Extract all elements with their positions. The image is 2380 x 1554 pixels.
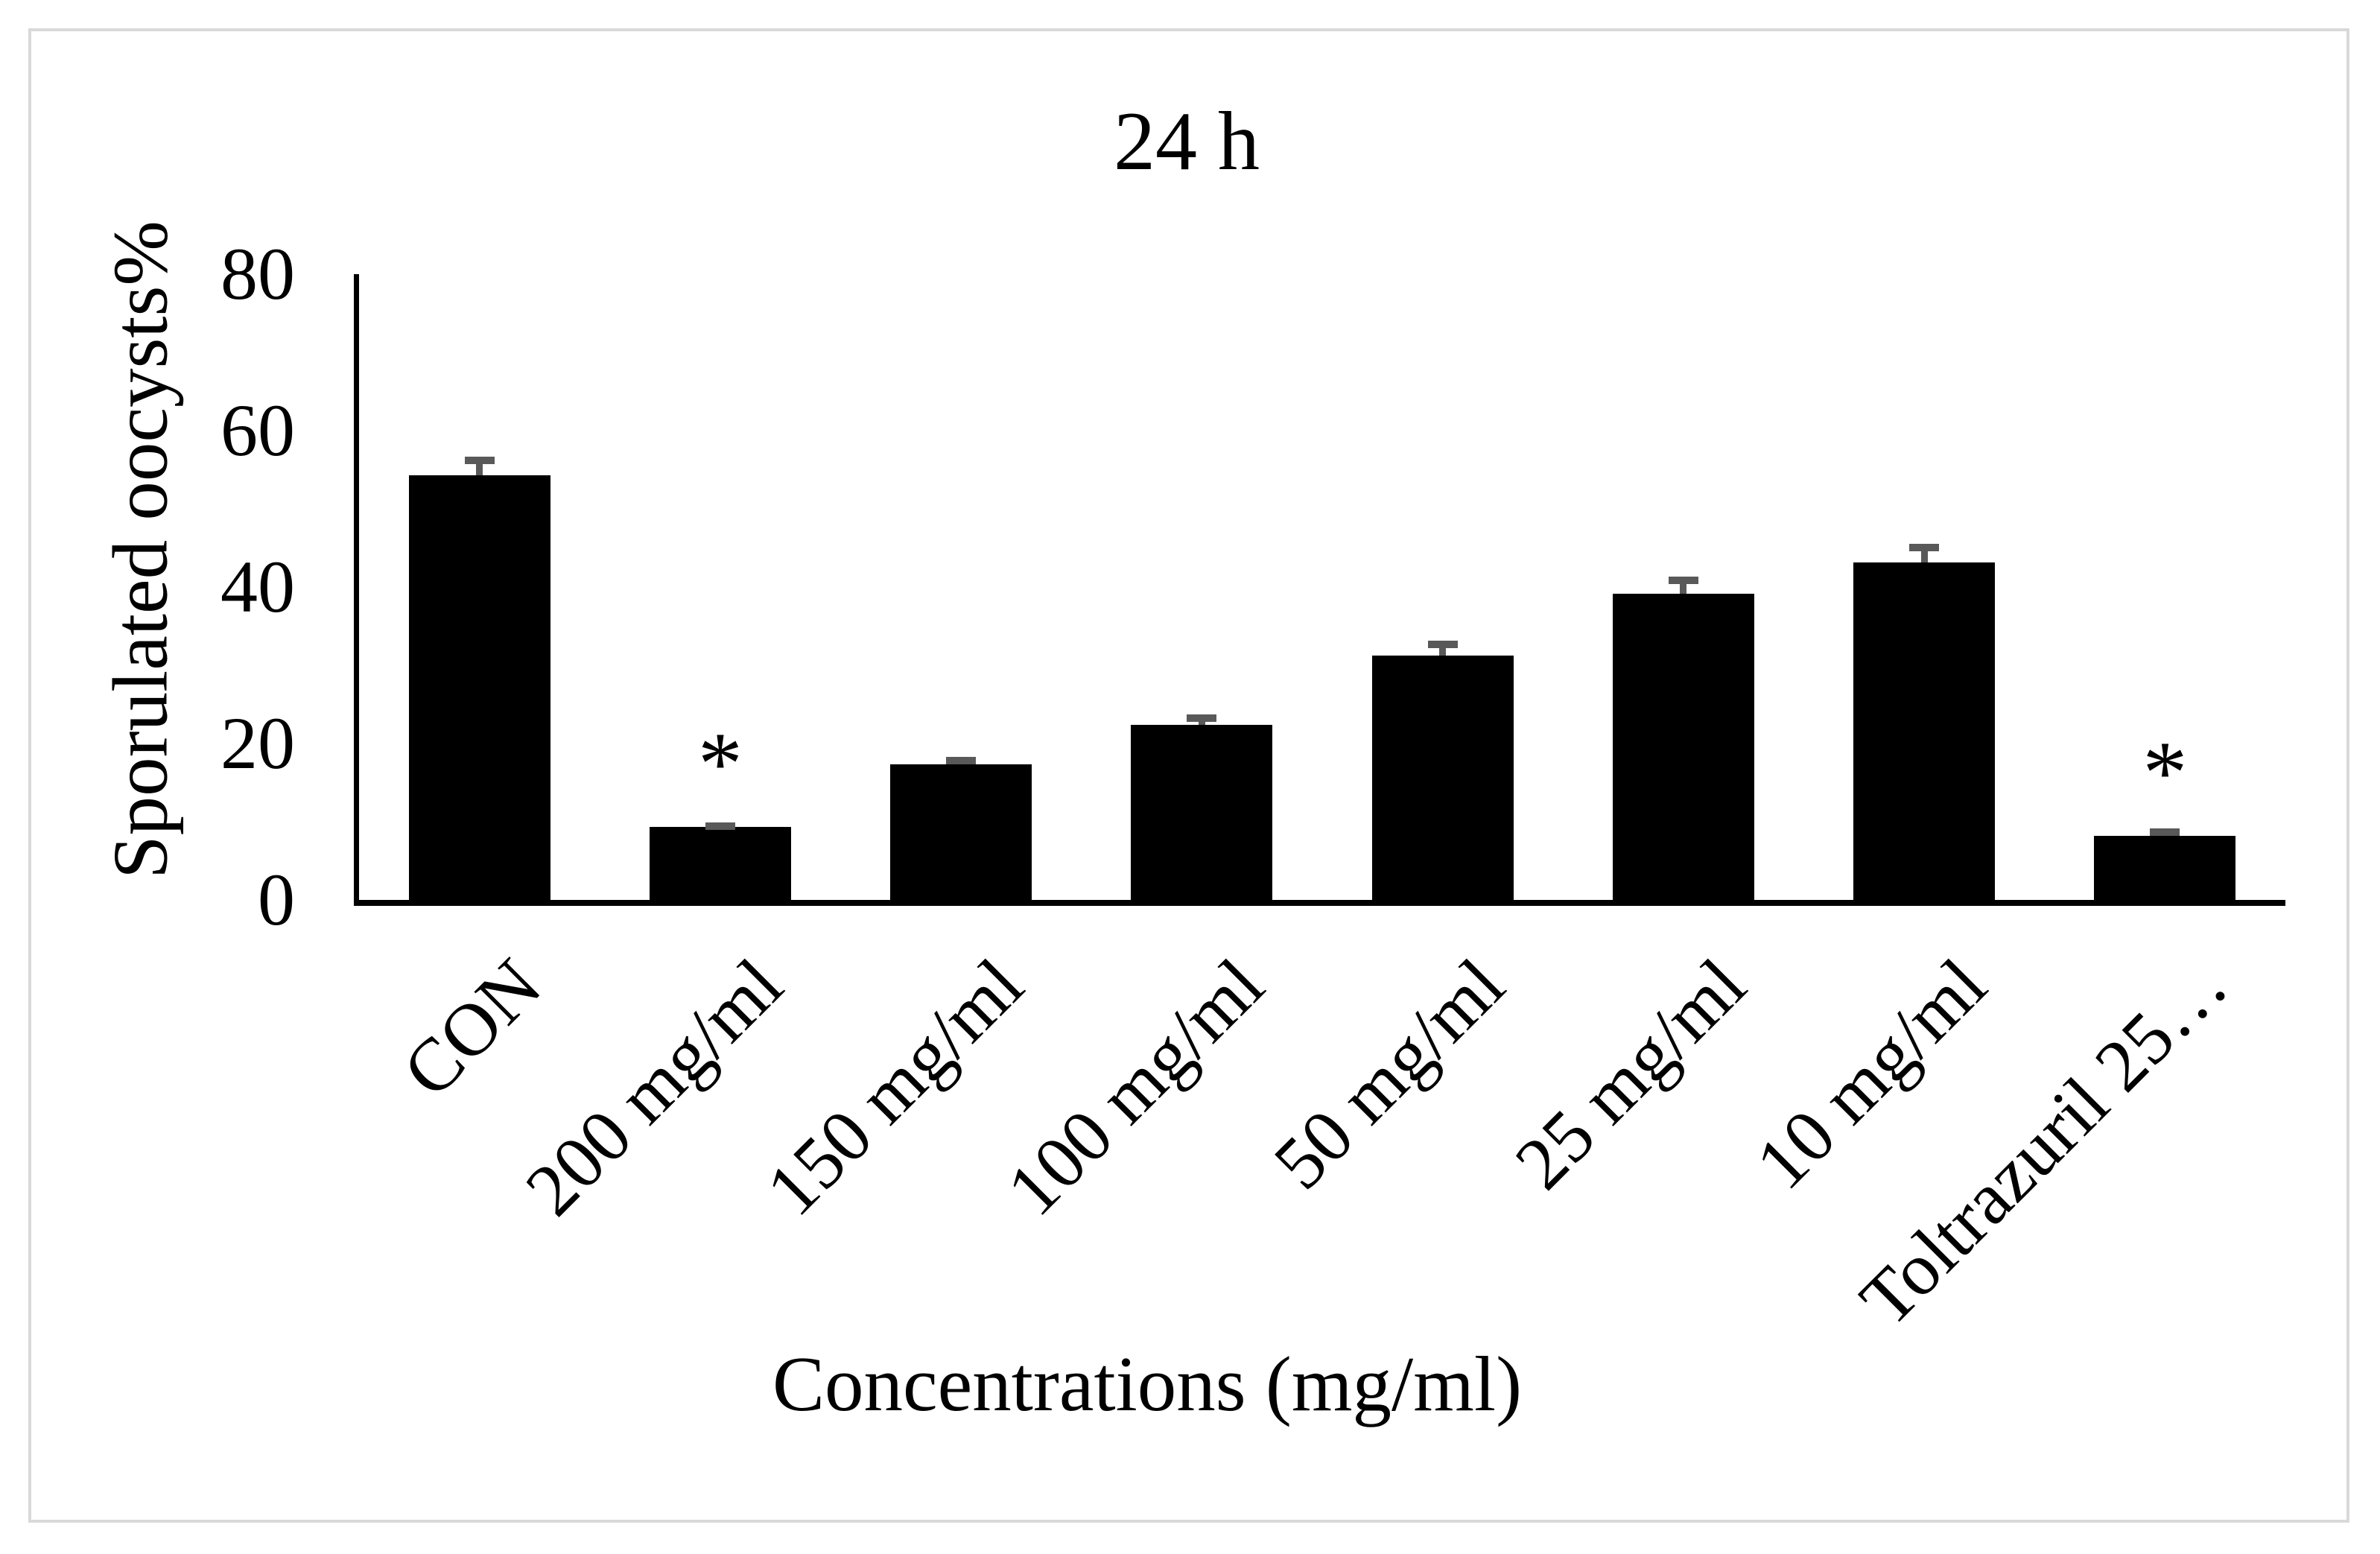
bar [2094, 835, 2236, 900]
significance-asterisk: * [2142, 722, 2188, 822]
y-tick-label: 60 [220, 389, 295, 472]
bar [649, 827, 791, 900]
x-axis-title: Concentrations (mg/ml) [772, 1340, 1523, 1427]
bar [1612, 594, 1754, 900]
error-bar-stem [1680, 577, 1687, 594]
error-bar-cap [946, 756, 977, 764]
y-axis-line [354, 274, 359, 906]
error-bar-cap [705, 822, 735, 831]
bar [1371, 656, 1514, 900]
x-axis-line [354, 900, 2285, 906]
error-bar-cap [1909, 544, 1940, 552]
y-tick-label: 40 [220, 545, 295, 628]
error-bar-cap [1187, 714, 1217, 723]
bar [1853, 562, 1996, 900]
chart-title: 24 h [1114, 95, 1260, 188]
bar [408, 475, 550, 900]
error-bar-cap [464, 456, 495, 464]
y-tick-label: 80 [220, 232, 295, 315]
bar [890, 764, 1032, 900]
significance-asterisk: * [697, 714, 743, 814]
error-bar-stem [1920, 544, 1928, 563]
y-tick-label: 0 [258, 858, 295, 941]
error-bar-cap [1427, 641, 1458, 649]
y-tick-label: 20 [220, 702, 295, 784]
error-bar-cap [2150, 828, 2180, 837]
error-bar-cap [1668, 577, 1698, 585]
bar [1131, 724, 1273, 900]
error-bar-stem [476, 456, 483, 475]
